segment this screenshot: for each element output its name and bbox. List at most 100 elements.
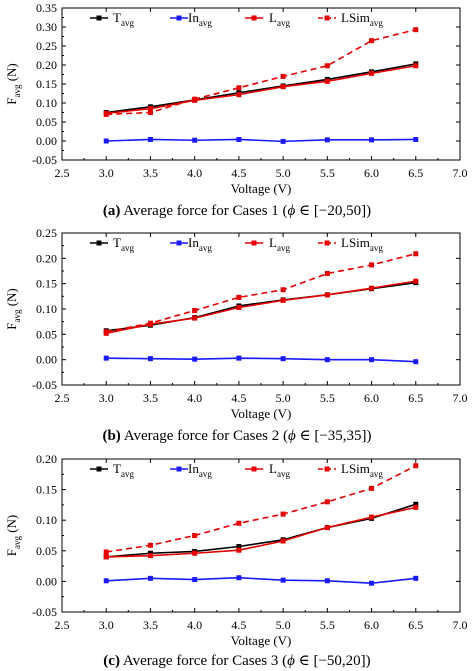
data-point-L_avg bbox=[369, 514, 375, 520]
y-axis-title-sub: avg bbox=[12, 84, 22, 97]
y-axis-title: Favg (N) bbox=[4, 288, 22, 330]
data-point-LSim_avg bbox=[280, 287, 286, 293]
caption-range: ∈ [−20,50]) bbox=[295, 203, 371, 219]
data-point-In_avg bbox=[103, 355, 109, 361]
legend-label-L_avg: Lavg bbox=[269, 461, 290, 479]
x-tick-label: 2.5 bbox=[55, 618, 70, 632]
caption-range: ∈ [−50,20]) bbox=[295, 653, 371, 669]
y-tick-label: -0.05 bbox=[32, 378, 57, 392]
data-point-LSim_avg bbox=[192, 308, 198, 314]
data-point-In_avg bbox=[413, 359, 419, 365]
caption-text: Average force for Cases 3 ( bbox=[120, 653, 287, 669]
series-line-LSim_avg bbox=[106, 252, 416, 333]
x-tick-label: 6.0 bbox=[364, 618, 379, 632]
x-tick-label: 6.5 bbox=[408, 166, 423, 180]
legend-label-LSim_avg: LSimavg bbox=[341, 10, 383, 28]
data-point-LSim_avg bbox=[103, 111, 109, 117]
series-line-L_avg bbox=[106, 506, 416, 558]
data-point-LSim_avg bbox=[192, 96, 198, 102]
data-point-L_avg bbox=[369, 70, 375, 76]
caption-text: Average force for Cases 1 ( bbox=[120, 203, 287, 219]
panel-caption: (a) Average force for Cases 1 (ϕ ∈ [−20,… bbox=[103, 203, 371, 219]
x-tick-label: 2.5 bbox=[55, 166, 70, 180]
y-tick-label: -0.05 bbox=[32, 153, 57, 167]
y-tick-label: 0.00 bbox=[36, 134, 57, 148]
y-tick-label: 0.20 bbox=[36, 251, 57, 265]
x-tick-label: 4.5 bbox=[231, 166, 246, 180]
y-tick-label: 0.10 bbox=[36, 302, 57, 316]
caption-text: Average force for Cases 2 ( bbox=[121, 428, 288, 444]
x-axis-title: Voltage (V) bbox=[231, 406, 292, 421]
legend-label-In_avg: Inavg bbox=[188, 461, 212, 479]
x-tick-label: 5.0 bbox=[276, 391, 291, 405]
legend-label-T_avg: Tavg bbox=[113, 461, 134, 479]
data-point-LSim_avg bbox=[369, 262, 375, 268]
y-tick-label: 0.10 bbox=[36, 96, 57, 110]
data-point-L_avg bbox=[192, 315, 198, 321]
data-point-L_avg bbox=[103, 554, 109, 560]
data-point-LSim_avg bbox=[103, 329, 109, 335]
data-point-L_avg bbox=[147, 106, 153, 112]
data-point-LSim_avg bbox=[103, 549, 109, 555]
x-tick-label: 3.0 bbox=[99, 166, 114, 180]
legend-label-LSim_avg: LSimavg bbox=[341, 235, 383, 253]
y-axis-title-unit: (N) bbox=[4, 288, 19, 309]
legend-label-name: T bbox=[113, 461, 121, 476]
data-point-LSim_avg bbox=[324, 499, 330, 505]
data-point-LSim_avg bbox=[280, 73, 286, 79]
x-tick-label: 5.5 bbox=[320, 391, 335, 405]
panel-caption: (c) Average force for Cases 3 (ϕ ∈ [−50,… bbox=[103, 653, 370, 669]
legend-marker-T_avg bbox=[96, 240, 102, 246]
y-tick-label: 0.20 bbox=[36, 58, 57, 72]
caption-range: ∈ [−35,35]) bbox=[296, 428, 372, 444]
y-tick-label: 0.30 bbox=[36, 20, 57, 34]
y-tick-label: 0.05 bbox=[36, 544, 57, 558]
data-point-In_avg bbox=[147, 136, 153, 142]
series-line-T_avg bbox=[106, 63, 416, 114]
legend-label-name: In bbox=[188, 461, 199, 476]
x-tick-label: 3.0 bbox=[99, 391, 114, 405]
legend-label-In_avg: Inavg bbox=[188, 235, 212, 253]
series-line-In_avg bbox=[106, 357, 416, 363]
legend-label-name: L bbox=[269, 235, 277, 250]
caption-phi: ϕ bbox=[287, 653, 295, 669]
x-tick-label: 6.5 bbox=[408, 391, 423, 405]
legend-marker-LSim_avg bbox=[324, 466, 330, 472]
data-point-L_avg bbox=[324, 525, 330, 531]
data-point-In_avg bbox=[369, 137, 375, 143]
y-tick-label: 0.35 bbox=[36, 1, 57, 15]
y-tick-label: 0.25 bbox=[36, 226, 57, 240]
x-tick-label: 7.0 bbox=[453, 618, 468, 632]
data-point-In_avg bbox=[413, 136, 419, 142]
data-point-In_avg bbox=[324, 578, 330, 584]
y-axis-title-main: F bbox=[4, 98, 19, 105]
legend-label-name: L bbox=[269, 10, 277, 25]
legend-label-sub: avg bbox=[370, 469, 383, 479]
y-axis-title-main: F bbox=[4, 549, 19, 556]
data-point-L_avg bbox=[280, 538, 286, 544]
caption-letter: (b) bbox=[102, 428, 120, 444]
x-axis-title: Voltage (V) bbox=[231, 181, 292, 196]
data-point-In_avg bbox=[280, 356, 286, 362]
data-point-In_avg bbox=[192, 137, 198, 143]
data-point-LSim_avg bbox=[324, 271, 330, 277]
x-tick-label: 6.5 bbox=[408, 618, 423, 632]
data-point-In_avg bbox=[147, 356, 153, 362]
x-tick-label: 4.5 bbox=[231, 618, 246, 632]
x-tick-label: 6.0 bbox=[364, 391, 379, 405]
y-axis-title-unit: (N) bbox=[4, 63, 19, 84]
data-point-In_avg bbox=[236, 575, 242, 581]
y-tick-label: 0.15 bbox=[36, 77, 57, 91]
data-point-In_avg bbox=[413, 575, 419, 581]
data-point-LSim_avg bbox=[280, 511, 286, 517]
series-line-LSim_avg bbox=[106, 465, 417, 553]
y-tick-label: 0.10 bbox=[36, 513, 57, 527]
data-point-LSim_avg bbox=[413, 251, 419, 257]
legend-marker-L_avg bbox=[251, 466, 257, 472]
legend-marker-LSim_avg bbox=[324, 240, 330, 246]
x-tick-label: 2.5 bbox=[55, 391, 70, 405]
data-point-LSim_avg bbox=[369, 38, 375, 44]
data-point-L_avg bbox=[413, 504, 419, 510]
data-point-LSim_avg bbox=[147, 320, 153, 326]
